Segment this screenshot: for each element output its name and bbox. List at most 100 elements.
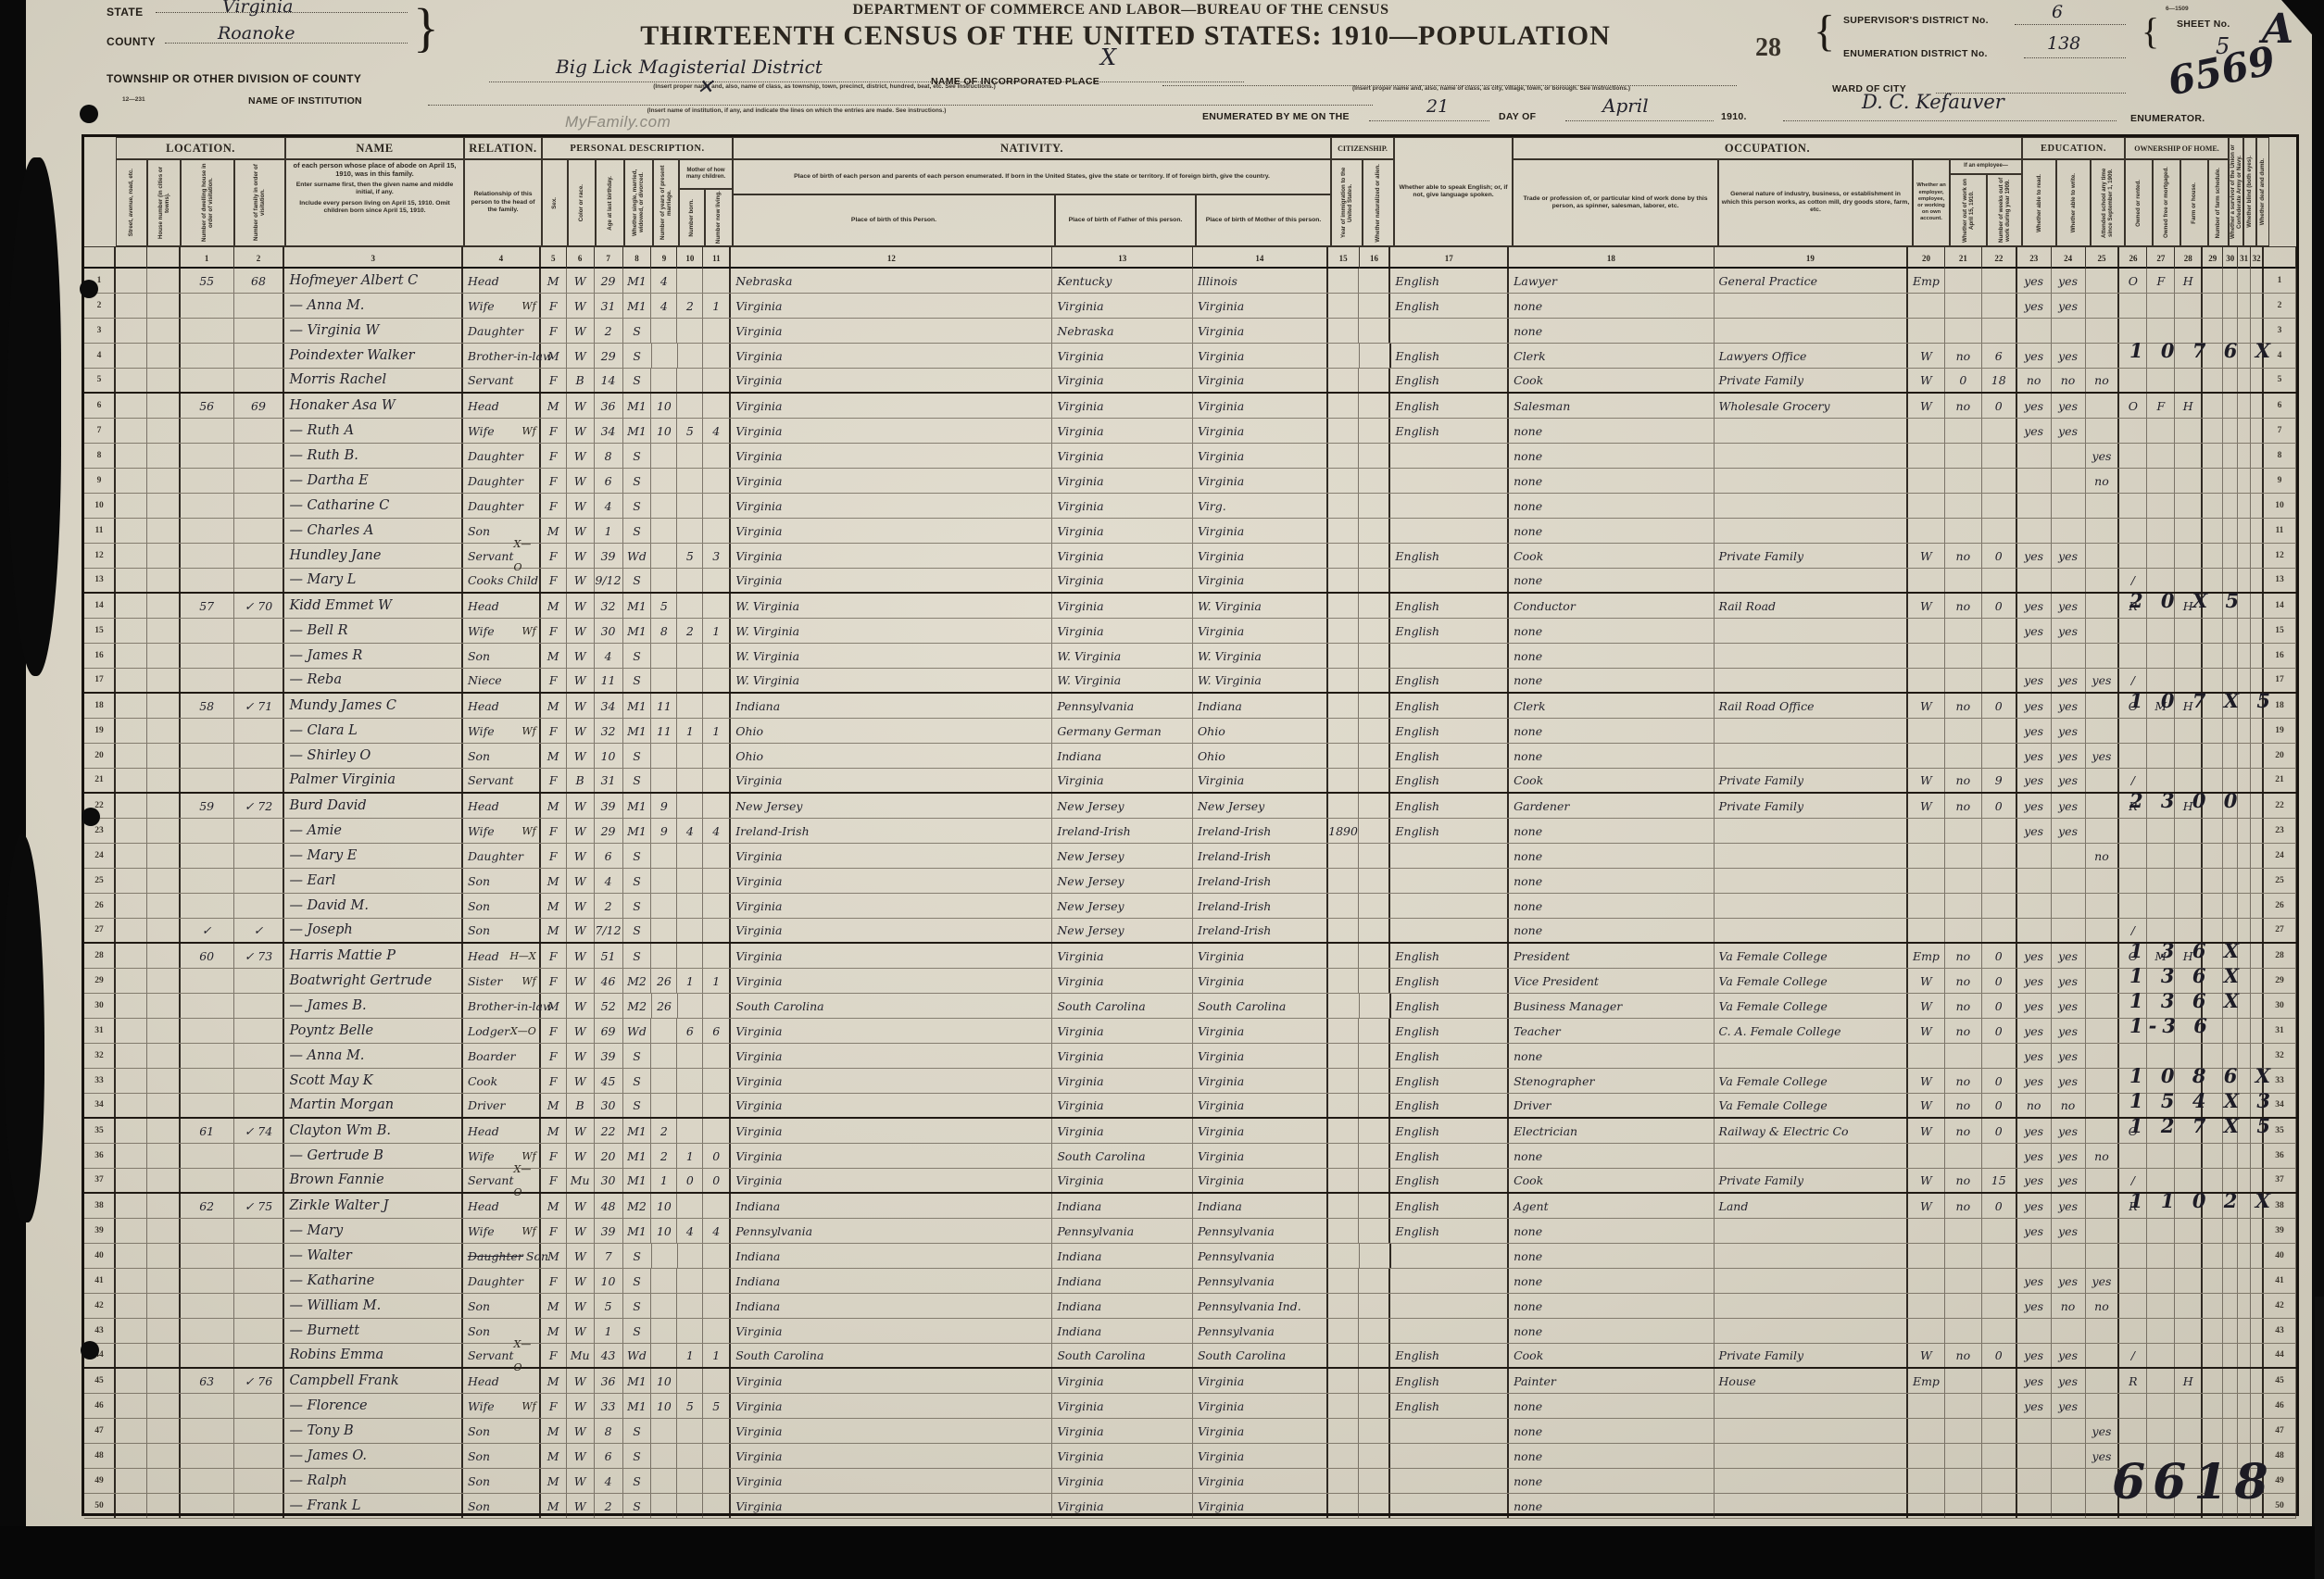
cell-im <box>1328 1469 1360 1493</box>
mar-value: S <box>633 573 641 587</box>
sex-value: F <box>548 1173 558 1187</box>
cell-ind: Rail Road <box>1715 594 1908 618</box>
cell-tr: none <box>1509 1044 1715 1068</box>
cell-cb <box>677 1444 704 1468</box>
cell-c30 <box>2223 1169 2239 1192</box>
age-value: 43 <box>600 1348 616 1362</box>
cell-c29 <box>2203 944 2224 968</box>
col-value: W <box>573 523 586 538</box>
ym-value: 2 <box>660 1148 668 1163</box>
ow-value: no <box>1955 773 1971 787</box>
cell-street <box>116 569 147 592</box>
cell-lnl: 19 <box>84 719 116 743</box>
day-of-label: DAY OF <box>1499 111 1537 122</box>
cell-c28 <box>2175 919 2204 942</box>
cell-cb <box>677 694 704 718</box>
cell-ym <box>651 919 678 942</box>
cell-nt <box>1359 1144 1391 1168</box>
cell-cb <box>677 1119 704 1143</box>
name-value: Hundley Jane <box>289 547 382 563</box>
cell-lnl: 37 <box>84 1169 116 1192</box>
cell-wr: yes <box>2052 1119 2086 1143</box>
table-row: 24— Mary E Daughter F W 6 S Virginia New Jersey… <box>84 844 2296 869</box>
relation-value: Son <box>525 1248 549 1263</box>
col-value: W <box>573 798 586 813</box>
wk-value: 15 <box>1991 1173 2006 1187</box>
cell-cb <box>677 1419 704 1443</box>
cell-cb: 2 <box>677 294 704 318</box>
sex-value: M <box>546 798 559 813</box>
cell-ow <box>1945 1044 1982 1068</box>
cell-emp <box>1908 1419 1945 1443</box>
cell-c29 <box>2203 844 2224 868</box>
cell-lnl: 27 <box>84 919 116 942</box>
cell-nt <box>1359 494 1391 518</box>
cell-c28 <box>2175 994 2204 1018</box>
tr-value: none <box>1514 573 1543 587</box>
ind-value: House <box>1718 1373 1756 1388</box>
sex-value: M <box>546 1423 559 1438</box>
column-label-fam: Number of family in order of visitation. <box>234 159 285 246</box>
cell-age: 39 <box>595 794 623 818</box>
struck-relation: Daughter <box>467 1248 523 1263</box>
rd-value: yes <box>2024 398 2044 413</box>
cell-fam <box>234 1144 285 1168</box>
cell-en: English <box>1390 769 1510 792</box>
tr-value: Agent <box>1514 1198 1549 1213</box>
cell-tr: none <box>1509 844 1715 868</box>
cell-street <box>116 1144 147 1168</box>
cell-wk <box>1982 669 2017 692</box>
cell-mb: Virginia <box>1193 619 1328 643</box>
table-row: 27 ✓ ✓ — Joseph Son M W 7/12 S Virginia New Jersey… <box>84 919 2296 944</box>
mar-value: M1 <box>627 623 647 638</box>
cell-emp: W <box>1908 544 1945 568</box>
age-value: 10 <box>600 748 616 763</box>
en-value: English <box>1395 373 1440 387</box>
cell-house <box>147 969 181 993</box>
film-corner-top-right <box>2281 0 2324 48</box>
cell-mb: Virginia <box>1193 394 1328 418</box>
cell-wr: yes <box>2052 1144 2086 1168</box>
cell-c30 <box>2223 1194 2239 1218</box>
fam-value: ✓ 70 <box>244 598 273 613</box>
wk-value: 0 <box>1994 948 2003 963</box>
c26-value: O <box>2128 698 2138 713</box>
sex-value: F <box>548 548 558 563</box>
ym-value: 11 <box>656 723 672 738</box>
cell-c26 <box>2119 869 2148 893</box>
column-number-27: 27 <box>2147 246 2176 269</box>
cell-lnl: 48 <box>84 1444 116 1468</box>
cell-mar: M2 <box>623 994 652 1018</box>
cell-sex: M <box>541 894 567 918</box>
cell-ym: 5 <box>651 594 678 618</box>
cell-house <box>147 519 181 543</box>
relation-value: Wife <box>467 823 495 838</box>
name-value: Scott May K <box>289 1072 373 1088</box>
mb-value: Pennsylvania <box>1198 1248 1275 1263</box>
column-label-text: Attended school any time since September… <box>2101 168 2115 238</box>
mb-value: Virginia <box>1197 1123 1245 1138</box>
cell-ow <box>1945 1369 1982 1393</box>
cell-name: — Anna M. <box>284 294 463 318</box>
cell-fam <box>234 844 285 868</box>
cell-lnl: 46 <box>84 1394 116 1418</box>
cell-age: 46 <box>595 969 623 993</box>
cell-tr: none <box>1509 1144 1715 1168</box>
enum-district-value: 138 <box>2047 33 2081 54</box>
cell-lnr: 6 <box>2264 394 2296 418</box>
cell-ym <box>651 519 678 543</box>
cell-sc <box>2086 1369 2120 1393</box>
name-value: — Charles A <box>289 522 374 538</box>
wr-value: yes <box>2058 1048 2078 1063</box>
cell-emp: W <box>1908 994 1945 1018</box>
mb-value: Ireland-Irish <box>1197 873 1272 888</box>
cell-ym <box>651 669 678 692</box>
mar-value: S <box>633 873 641 888</box>
table-row: 11— Charles A Son M W 1 S Virginia Virginia Virg… <box>84 519 2296 544</box>
cell-rel: Head <box>463 269 541 293</box>
bp-value: Virginia <box>735 773 783 787</box>
cell-nt <box>1359 894 1391 918</box>
bp-value: Virginia <box>735 1048 783 1063</box>
line-number: 17 <box>94 675 104 684</box>
cell-sex: M <box>541 269 567 293</box>
